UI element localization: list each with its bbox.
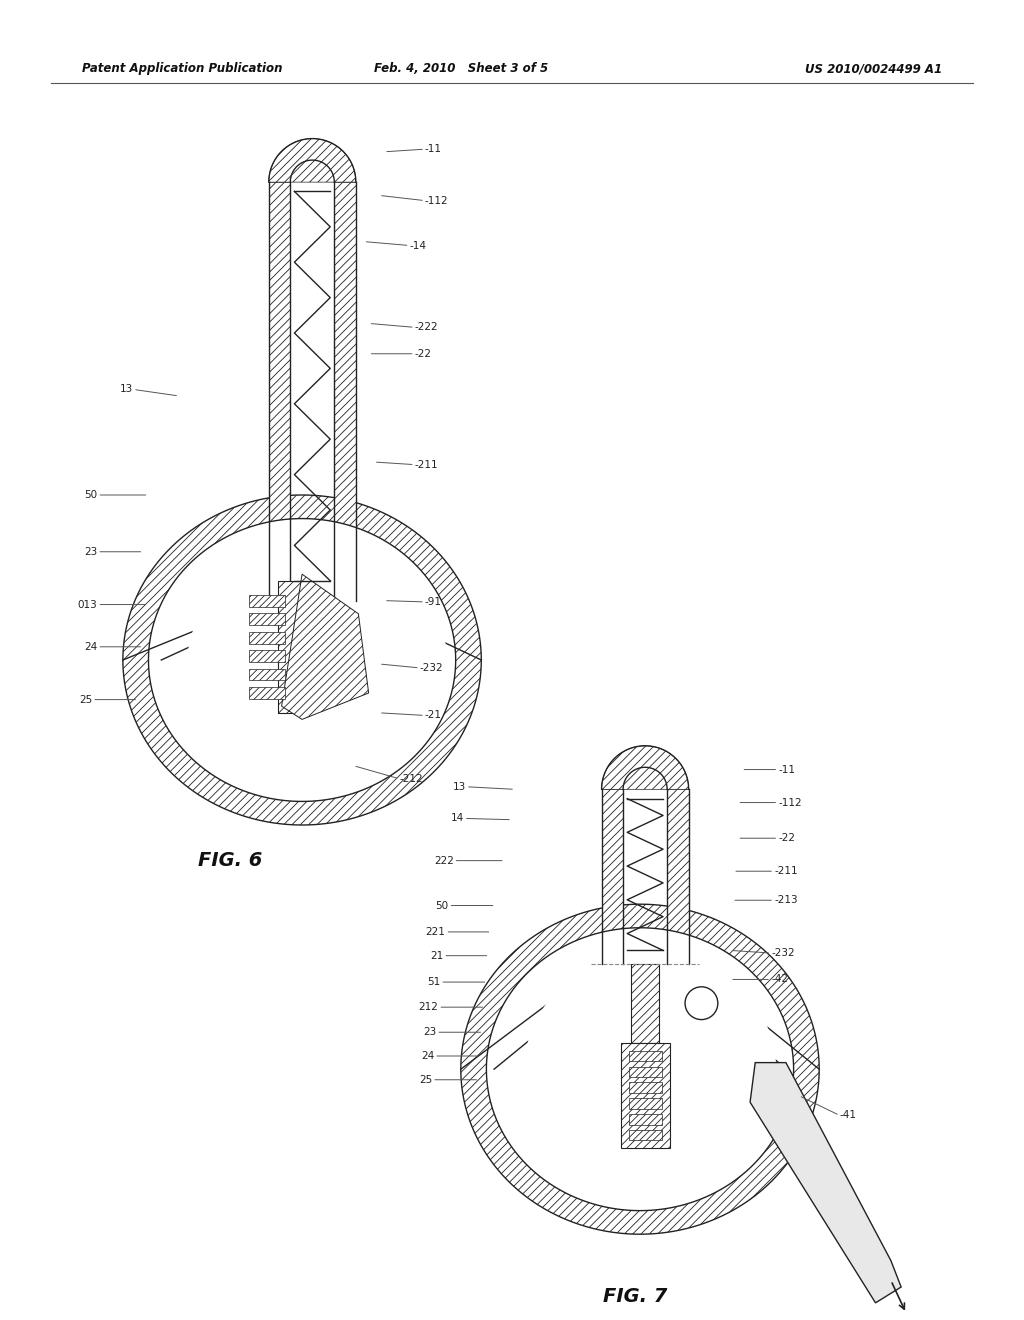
- Polygon shape: [629, 1130, 662, 1140]
- Text: -112: -112: [425, 195, 449, 206]
- Text: -232: -232: [771, 948, 795, 958]
- Polygon shape: [629, 1098, 662, 1109]
- Text: 50: 50: [84, 490, 97, 500]
- Text: US 2010/0024499 A1: US 2010/0024499 A1: [805, 62, 942, 75]
- Text: Patent Application Publication: Patent Application Publication: [82, 62, 283, 75]
- Text: 50: 50: [435, 900, 449, 911]
- Text: -211: -211: [774, 866, 798, 876]
- Text: -91: -91: [425, 597, 442, 607]
- Text: FIG. 7: FIG. 7: [603, 1287, 667, 1305]
- Polygon shape: [249, 594, 285, 607]
- Text: -11: -11: [778, 764, 796, 775]
- Text: 25: 25: [419, 1074, 432, 1085]
- Polygon shape: [148, 519, 456, 801]
- Text: Feb. 4, 2010   Sheet 3 of 5: Feb. 4, 2010 Sheet 3 of 5: [374, 62, 548, 75]
- Polygon shape: [249, 668, 285, 681]
- Text: 21: 21: [430, 950, 443, 961]
- Polygon shape: [249, 686, 285, 700]
- Polygon shape: [524, 953, 776, 1185]
- Polygon shape: [486, 928, 794, 1210]
- Polygon shape: [187, 546, 449, 787]
- Text: -112: -112: [778, 797, 802, 808]
- Text: 23: 23: [423, 1027, 436, 1038]
- Polygon shape: [629, 1051, 662, 1061]
- Text: 013: 013: [78, 599, 97, 610]
- Polygon shape: [249, 649, 285, 663]
- Text: FIG. 6: FIG. 6: [199, 851, 262, 870]
- Polygon shape: [602, 789, 623, 964]
- Text: 13: 13: [120, 384, 133, 395]
- Polygon shape: [629, 1082, 662, 1093]
- Polygon shape: [278, 581, 306, 713]
- Polygon shape: [123, 495, 481, 825]
- Text: -212: -212: [399, 774, 423, 784]
- Polygon shape: [249, 631, 285, 644]
- Text: 24: 24: [421, 1051, 434, 1061]
- Text: 51: 51: [427, 977, 440, 987]
- Text: 212: 212: [419, 1002, 438, 1012]
- Polygon shape: [750, 1063, 901, 1303]
- Polygon shape: [282, 574, 369, 719]
- Text: 25: 25: [79, 694, 92, 705]
- Text: -222: -222: [415, 322, 438, 333]
- Polygon shape: [268, 182, 291, 601]
- Text: 13: 13: [453, 781, 466, 792]
- Polygon shape: [629, 1114, 662, 1125]
- Text: 14: 14: [451, 813, 464, 824]
- Polygon shape: [629, 1067, 662, 1077]
- Text: -232: -232: [420, 663, 443, 673]
- Polygon shape: [461, 904, 819, 1234]
- Text: -41: -41: [840, 1110, 857, 1121]
- Text: 221: 221: [426, 927, 445, 937]
- Circle shape: [685, 987, 718, 1019]
- Polygon shape: [602, 746, 688, 789]
- Text: -211: -211: [415, 459, 438, 470]
- Text: 23: 23: [84, 546, 97, 557]
- Polygon shape: [631, 964, 659, 1043]
- Polygon shape: [249, 612, 285, 626]
- Text: -21: -21: [425, 710, 442, 721]
- Polygon shape: [668, 789, 688, 964]
- Text: -22: -22: [778, 833, 796, 843]
- Polygon shape: [268, 139, 356, 182]
- Polygon shape: [621, 1043, 670, 1148]
- Text: 24: 24: [84, 642, 97, 652]
- Text: -213: -213: [774, 895, 798, 906]
- Text: -14: -14: [410, 240, 427, 251]
- Text: 222: 222: [434, 855, 454, 866]
- Polygon shape: [334, 182, 356, 601]
- Text: -22: -22: [415, 348, 432, 359]
- Text: -42: -42: [771, 974, 788, 985]
- Text: -11: -11: [425, 144, 442, 154]
